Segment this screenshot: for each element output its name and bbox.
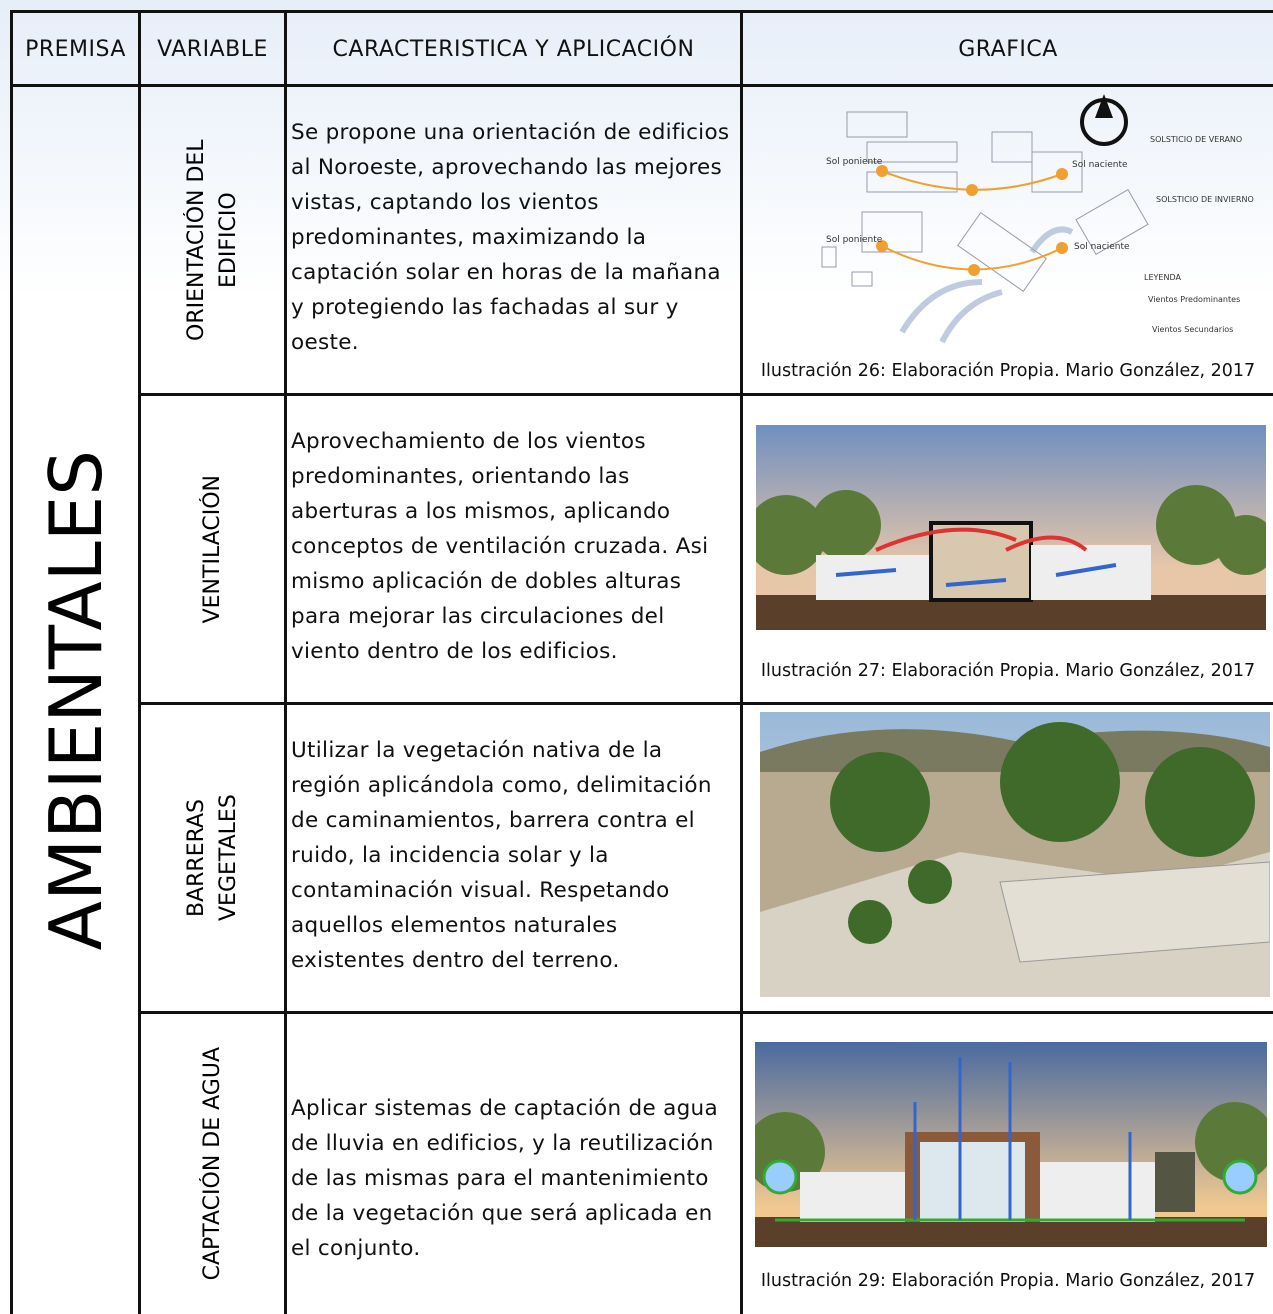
- description: Aplicar sistemas de captación de agua de…: [291, 1095, 718, 1261]
- diagram-label: Sol naciente: [1072, 160, 1128, 170]
- header-cell: PREMISA: [10, 10, 138, 85]
- header-cell: GRAFICA: [740, 10, 1273, 85]
- premisa-cell: AMBIENTALES: [10, 84, 138, 1314]
- header-cell: CARACTERISTICA Y APLICACIÓN: [284, 10, 740, 85]
- water-section: [745, 1042, 1273, 1247]
- variable: ORIENTACIÓN DEL EDIFICIO: [183, 139, 241, 341]
- description: Se propone una orientación de edificios …: [291, 120, 730, 355]
- description-cell: Aplicar sistemas de captación de agua de…: [284, 1011, 740, 1314]
- variable-cell: CAPTACIÓN DE AGUA: [138, 1011, 284, 1314]
- diagram-label: SOLSTICIO DE VERANO: [1150, 135, 1242, 144]
- variable-cell: VENTILACIÓN: [138, 393, 284, 702]
- diagram-label: Vientos Secundarios: [1152, 325, 1233, 334]
- illustration: [745, 1042, 1273, 1251]
- diagram-label: LEYENDA: [1144, 273, 1181, 282]
- diagram-label: Sol poniente: [826, 157, 883, 167]
- variable-cell: ORIENTACIÓN DEL EDIFICIO: [138, 84, 284, 393]
- illustration: Sol poniente Sol poniente Sol naciente S…: [752, 92, 1272, 366]
- caption: Ilustración 26: Elaboración Propia. Mari…: [760, 361, 1256, 381]
- header-cell: VARIABLE: [138, 10, 284, 85]
- illustration: [760, 712, 1271, 1001]
- premisa: AMBIENTALES: [33, 450, 118, 951]
- vegetation-render: [760, 712, 1271, 997]
- illustration: [746, 425, 1273, 634]
- description: Utilizar la vegetación nativa de la regi…: [291, 738, 712, 973]
- variable: CAPTACIÓN DE AGUA: [199, 1047, 225, 1281]
- diagram-label: Vientos Predominantes: [1148, 295, 1240, 304]
- orientation-diagram: Sol poniente Sol poniente Sol naciente S…: [821, 94, 1254, 344]
- ventilation-section: [746, 425, 1273, 630]
- graphic-cell: Ilustración 26: Elaboración Propia. Mari…: [740, 84, 1273, 393]
- diagram-label: SOLSTICIO DE INVIERNO: [1156, 195, 1254, 204]
- description-cell: Se propone una orientación de edificios …: [284, 84, 740, 393]
- variable: VENTILACIÓN: [199, 474, 225, 624]
- border: [10, 10, 1273, 13]
- graphic-cell: Ilustración 29: Elaboración Propia. Mari…: [740, 1011, 1273, 1314]
- graphic-cell: Ilustración 27: Elaboración Propia. Mari…: [740, 393, 1273, 702]
- variable-cell: BARRERAS VEGETALES: [138, 702, 284, 1011]
- diagram-label: Sol naciente: [1074, 242, 1130, 252]
- description: Aprovechamiento de los vientos predomina…: [291, 429, 709, 664]
- diagram-label: Sol poniente: [826, 235, 883, 245]
- variable: BARRERAS VEGETALES: [183, 794, 241, 922]
- description-cell: Utilizar la vegetación nativa de la regi…: [284, 702, 740, 1011]
- caption: Ilustración 29: Elaboración Propia. Mari…: [760, 1271, 1256, 1291]
- description-cell: Aprovechamiento de los vientos predomina…: [284, 393, 740, 702]
- caption: Ilustración 27: Elaboración Propia. Mari…: [760, 661, 1256, 681]
